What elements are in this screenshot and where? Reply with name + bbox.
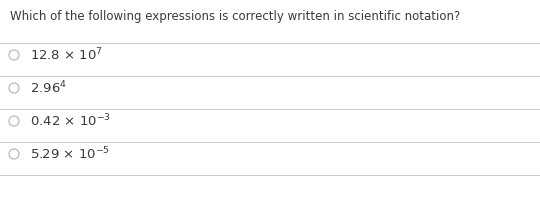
Text: 2.96$^{4}$: 2.96$^{4}$ xyxy=(30,80,67,96)
Text: 0.42 × 10$^{−3}$: 0.42 × 10$^{−3}$ xyxy=(30,113,111,129)
Text: Which of the following expressions is correctly written in scientific notation?: Which of the following expressions is co… xyxy=(10,10,460,23)
Text: 5.29 × 10$^{−5}$: 5.29 × 10$^{−5}$ xyxy=(30,146,110,162)
Text: 12.8 × 10$^{7}$: 12.8 × 10$^{7}$ xyxy=(30,47,103,63)
